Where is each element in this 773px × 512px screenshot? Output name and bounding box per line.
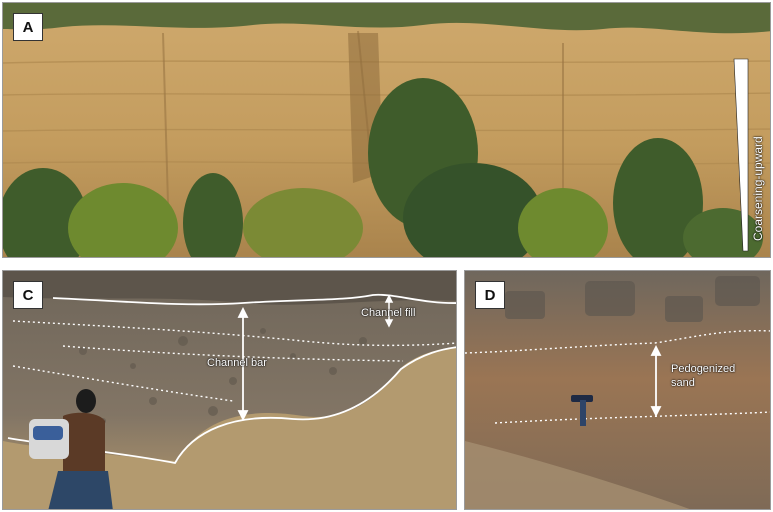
panel-a-photo-illustration (3, 3, 770, 257)
channel-bar-label: Channel bar (207, 357, 267, 369)
panel-a-badge: A (13, 13, 43, 41)
panel-c-badge: C (13, 281, 43, 309)
panel-d-photo-illustration (465, 271, 770, 509)
pedogenized-label-line2: sand (671, 377, 695, 389)
coarsening-upward-label: Coarsening-upward (751, 136, 765, 241)
panel-d-pedogenized-photo: D Pedogenized sand (464, 270, 771, 510)
channel-fill-label: Channel fill (361, 307, 416, 319)
panel-c-channel-photo: C Channel fill Channel bar (2, 270, 457, 510)
pedogenized-label-line1: Pedogenized (671, 363, 736, 375)
panel-c-photo-illustration (3, 271, 456, 509)
panel-d-badge: D (475, 281, 505, 309)
panel-a-cliff-photo: A Coarsening-upward (2, 2, 771, 258)
